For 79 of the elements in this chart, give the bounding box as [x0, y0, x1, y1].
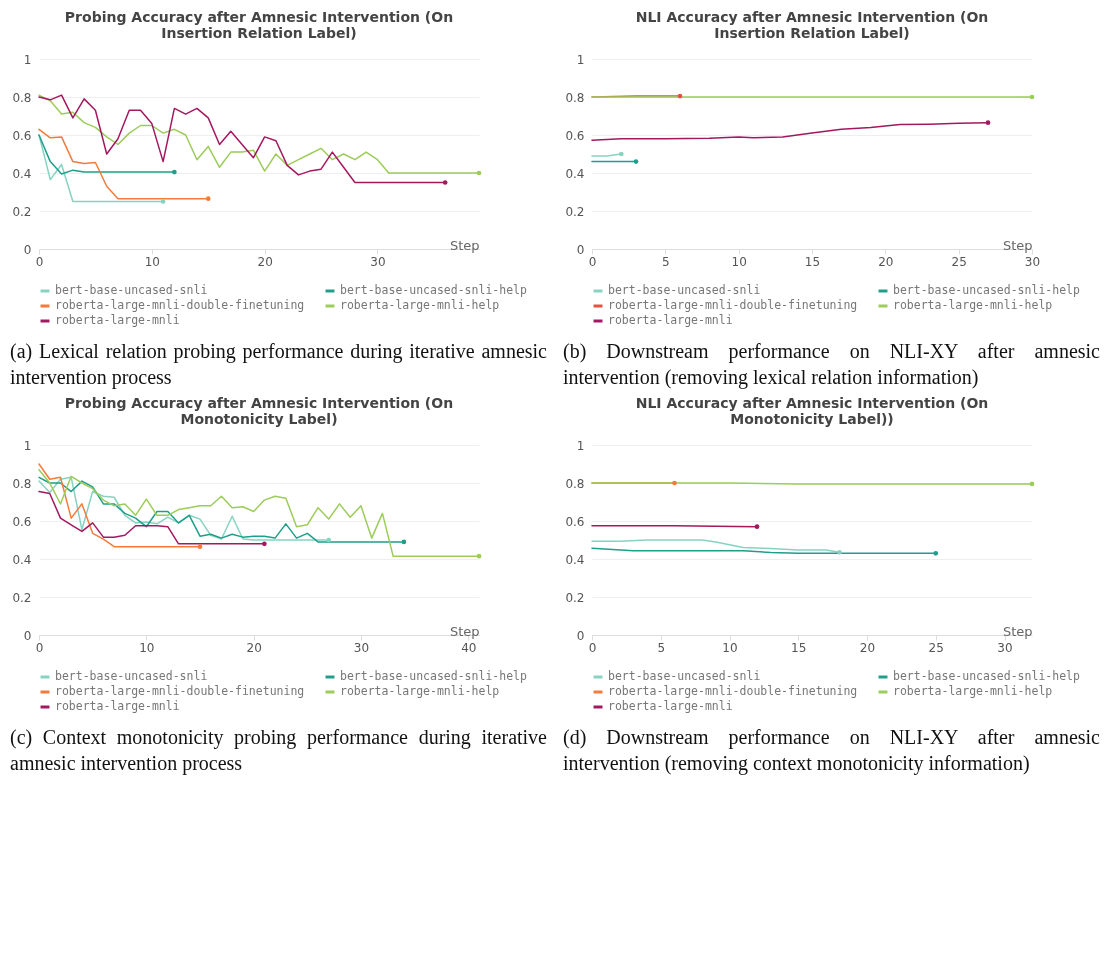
x-tick-label: 0 — [588, 640, 597, 655]
x-tick-label: 25 — [951, 254, 967, 269]
chart-title: Probing Accuracy after Amnesic Intervention (On Monotonicity Label) — [64, 395, 454, 427]
x-tick-label: 0 — [588, 254, 597, 269]
x-axis-title: Step — [449, 623, 480, 639]
y-tick-label: 1 — [576, 52, 585, 67]
legend-label: bert-base-uncased-snli — [55, 669, 208, 683]
y-tick-label: 0.8 — [565, 476, 585, 491]
x-axis-title: Step — [449, 237, 480, 253]
text: (a) Lexical relation probing performance during iterative amnesic intervention process — [9, 339, 548, 390]
legend-label: roberta-large-mnli-help — [893, 684, 1053, 698]
x-tick-label: 20 — [878, 254, 894, 269]
x-tick-label: 20 — [257, 254, 273, 269]
y-tick-label: 0.2 — [12, 204, 32, 219]
legend-label: roberta-large-mnli-help — [340, 298, 500, 312]
y-tick-label: 0.4 — [565, 166, 585, 181]
legend-label: roberta-large-mnli — [608, 313, 733, 327]
x-tick-label: 25 — [928, 640, 944, 655]
x-tick-label: 20 — [246, 640, 262, 655]
legend-label: bert-base-uncased-snli-help — [340, 283, 528, 297]
y-tick-label: 0.2 — [565, 204, 585, 219]
legend-label: roberta-large-mnli-double-finetuning — [55, 298, 305, 312]
y-tick-label: 1 — [23, 438, 32, 453]
y-tick-label: 0 — [23, 242, 32, 257]
legend-label: bert-base-uncased-snli — [55, 283, 208, 297]
x-axis-title: Step — [1002, 623, 1033, 639]
legend-label: bert-base-uncased-snli-help — [340, 669, 528, 683]
y-tick-label: 0.6 — [565, 514, 585, 529]
y-tick-label: 0.6 — [12, 128, 32, 143]
legend-label: roberta-large-mnli-double-finetuning — [608, 298, 858, 312]
legend-label: bert-base-uncased-snli — [608, 669, 761, 683]
x-tick-label: 10 — [722, 640, 738, 655]
x-tick-label: 10 — [139, 640, 155, 655]
y-tick-label: 0.4 — [12, 166, 32, 181]
y-tick-label: 0.2 — [12, 590, 32, 605]
y-tick-label: 0.8 — [12, 476, 32, 491]
y-tick-label: 0.4 — [12, 552, 32, 567]
x-tick-label: 15 — [791, 640, 807, 655]
legend-label: bert-base-uncased-snli — [608, 283, 761, 297]
text: (b) Downstream performance on NLI-XY after amnesic intervention (removing lexical relation information) — [562, 339, 1101, 390]
legend-label: roberta-large-mnli — [55, 699, 180, 713]
y-tick-label: 1 — [576, 438, 585, 453]
x-tick-label: 10 — [731, 254, 747, 269]
x-tick-label: 0 — [35, 640, 44, 655]
y-tick-label: 0.6 — [565, 128, 585, 143]
x-tick-label: 15 — [804, 254, 821, 269]
legend-label: roberta-large-mnli — [55, 313, 180, 327]
y-tick-label: 0.4 — [565, 552, 585, 567]
y-tick-label: 0.8 — [12, 90, 32, 105]
legend-label: roberta-large-mnli-double-finetuning — [608, 684, 858, 698]
x-tick-label: 20 — [859, 640, 876, 655]
legend-label: roberta-large-mnli — [608, 699, 733, 713]
x-tick-label: 30 — [1024, 254, 1041, 269]
legend-label: roberta-large-mnli-double-finetuning — [55, 684, 305, 698]
text: (c) Context monotonicity probing performance during iterative amnesic intervention process — [9, 725, 548, 776]
y-tick-label: 0 — [576, 628, 585, 643]
chart-title: Probing Accuracy after Amnesic Intervention (On Insertion Relation Label) — [64, 9, 454, 41]
chart-title: NLI Accuracy after Amnesic Intervention (On Insertion Relation Label) — [635, 9, 989, 41]
y-tick-label: 0.6 — [12, 514, 32, 529]
chart-title: NLI Accuracy after Amnesic Intervention (On Monotonicity Label)) — [635, 395, 989, 427]
y-tick-label: 1 — [23, 52, 32, 67]
legend-label: bert-base-uncased-snli-help — [893, 283, 1081, 297]
legend-label: roberta-large-mnli-help — [893, 298, 1053, 312]
y-tick-label: 0.8 — [565, 90, 585, 105]
x-tick-label: 0 — [35, 254, 44, 269]
x-tick-label: 5 — [657, 640, 666, 655]
legend-label: roberta-large-mnli-help — [340, 684, 500, 698]
text: (d) Downstream performance on NLI-XY after amnesic intervention (removing context monotonicity information) — [562, 725, 1101, 776]
x-tick-label: 40 — [461, 640, 477, 655]
x-tick-label: 10 — [144, 254, 160, 269]
x-axis-title: Step — [1002, 237, 1033, 253]
y-tick-label: 0 — [576, 242, 585, 257]
y-tick-label: 0.2 — [565, 590, 585, 605]
x-tick-label: 30 — [370, 254, 386, 269]
x-tick-label: 30 — [997, 640, 1013, 655]
x-tick-label: 30 — [353, 640, 370, 655]
x-tick-label: 5 — [662, 254, 670, 269]
y-tick-label: 0 — [23, 628, 32, 643]
legend-label: bert-base-uncased-snli-help — [893, 669, 1081, 683]
